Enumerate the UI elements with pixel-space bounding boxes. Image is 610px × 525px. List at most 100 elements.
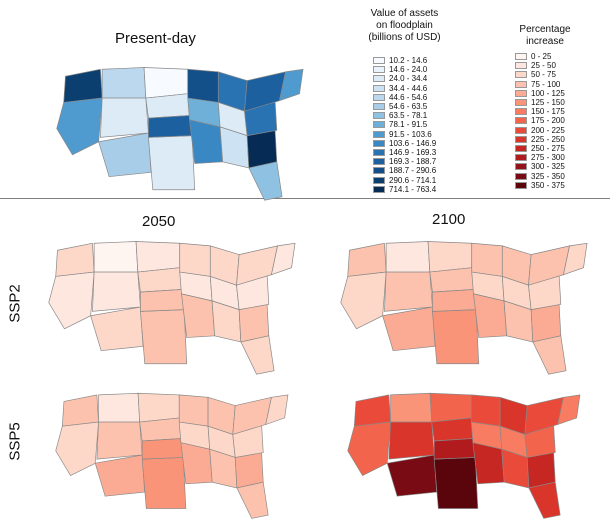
value-legend-label: 103.6 - 146.9 [389,138,437,148]
map-region [562,242,588,276]
map-region [137,267,182,293]
row-title-ssp2: SSP2 [6,284,24,323]
map-ssp2-2050 [48,241,296,375]
value-legend-item: 44.6 - 54.6 [373,93,436,102]
value-legend-item: 78.1 - 91.5 [373,120,436,129]
column-title-2050: 2050 [142,213,176,230]
map-region [236,245,279,286]
map-region [100,97,149,138]
value-legend-label: 714.1 - 763.4 [389,184,437,194]
map-region [189,119,224,164]
pct-legend-swatch [515,172,527,180]
pct-legend-swatch [515,117,527,125]
map-region [232,396,272,435]
map-region [140,309,188,365]
map-region [432,309,480,365]
map-region [180,442,213,485]
pct-legend-swatch [515,89,527,97]
value-legend-item: 54.6 - 63.5 [373,102,436,111]
map-region [472,442,505,485]
value-legend-label: 91.5 - 103.6 [389,129,432,139]
map-region [433,438,476,460]
pct-legend-label: 275 - 300 [531,153,565,163]
value-legend-label: 14.6 - 24.0 [389,65,428,75]
value-legend-label: 169.3 - 188.7 [389,157,437,167]
map-region [143,67,189,99]
pct-legend-swatch [515,71,527,79]
value-legend-swatch [373,167,385,175]
pct-legend-label: 0 - 25 [531,52,552,62]
value-legend-swatch [373,148,385,156]
pct-legend-label: 75 - 100 [531,79,561,89]
pct-legend-item: 325 - 350 [515,171,565,181]
pct-legend-item: 25 - 50 [515,61,565,70]
map-region [265,394,289,426]
pct-legend-title-line: increase [526,36,564,47]
map-region [178,394,209,427]
value-legend-item: 714.1 - 763.4 [373,185,436,194]
value-legend-item: 146.9 - 169.3 [373,148,436,157]
map-region [145,93,190,119]
map-region [382,306,436,352]
pct-legend-item: 0 - 25 [515,52,565,61]
column-title-2100: 2100 [432,211,466,228]
map-ssp5-2050 [55,392,289,519]
value-legend-item: 63.5 - 78.1 [373,111,436,120]
pct-legend-label: 50 - 75 [531,70,556,80]
pct-legend-item: 150 - 175 [515,107,565,116]
pct-legend-swatch [515,135,527,143]
map-region [388,421,435,460]
value-legend-swatch [373,112,385,120]
map-region [98,392,141,423]
pct-legend-title: Percentage increase [505,24,585,48]
pct-legend-swatch [515,163,527,171]
map-region [148,115,193,138]
map-region [141,438,184,460]
map-region [532,335,567,375]
value-legend-label: 78.1 - 91.5 [389,120,428,130]
pct-legend-swatch [515,126,527,134]
pct-legend-swatch [515,53,527,61]
value-legend-item: 290.6 - 714.1 [373,175,436,185]
map-region [92,271,141,312]
map-region [270,242,296,276]
map-region [139,417,182,442]
value-legend-swatch [373,75,385,83]
pct-legend-item: 350 - 375 [515,181,565,190]
map-region [137,392,180,423]
map-region [470,394,501,427]
pct-legend-label: 200 - 225 [531,125,565,135]
map-region [347,242,387,277]
map-region [187,68,219,103]
map-ssp2-2100 [340,241,588,375]
map-region [244,71,287,112]
map-region [234,452,264,489]
map-region [236,481,269,519]
map-region [427,241,473,273]
value-legend-label: 34.4 - 44.6 [389,83,428,93]
map-region [135,241,181,273]
value-legend-swatch [373,130,385,138]
pct-legend-label: 100 - 125 [531,88,565,98]
row-title-ssp5: SSP5 [6,422,24,461]
pct-legend-label: 125 - 150 [531,98,565,108]
map-region [385,241,431,273]
map-region [390,392,433,423]
pct-legend-swatch [515,108,527,116]
map-region [384,271,433,312]
value-legend-item: 10.2 - 14.6 [373,56,436,65]
section-divider [0,198,610,199]
pct-legend-label: 175 - 200 [531,116,565,126]
pct-legend-swatch [515,99,527,107]
pct-legend-item: 250 - 275 [515,144,565,153]
value-legend-item: 188.7 - 290.6 [373,166,436,175]
map-region [55,242,95,277]
value-legend-label: 188.7 - 290.6 [389,166,437,176]
value-legend-item: 14.6 - 24.0 [373,65,436,74]
map-region [526,452,556,489]
value-legend-swatch [373,158,385,166]
map-region [148,135,196,191]
map-region [530,303,562,343]
value-legend-item: 169.3 - 188.7 [373,157,436,166]
map-region [557,394,581,426]
